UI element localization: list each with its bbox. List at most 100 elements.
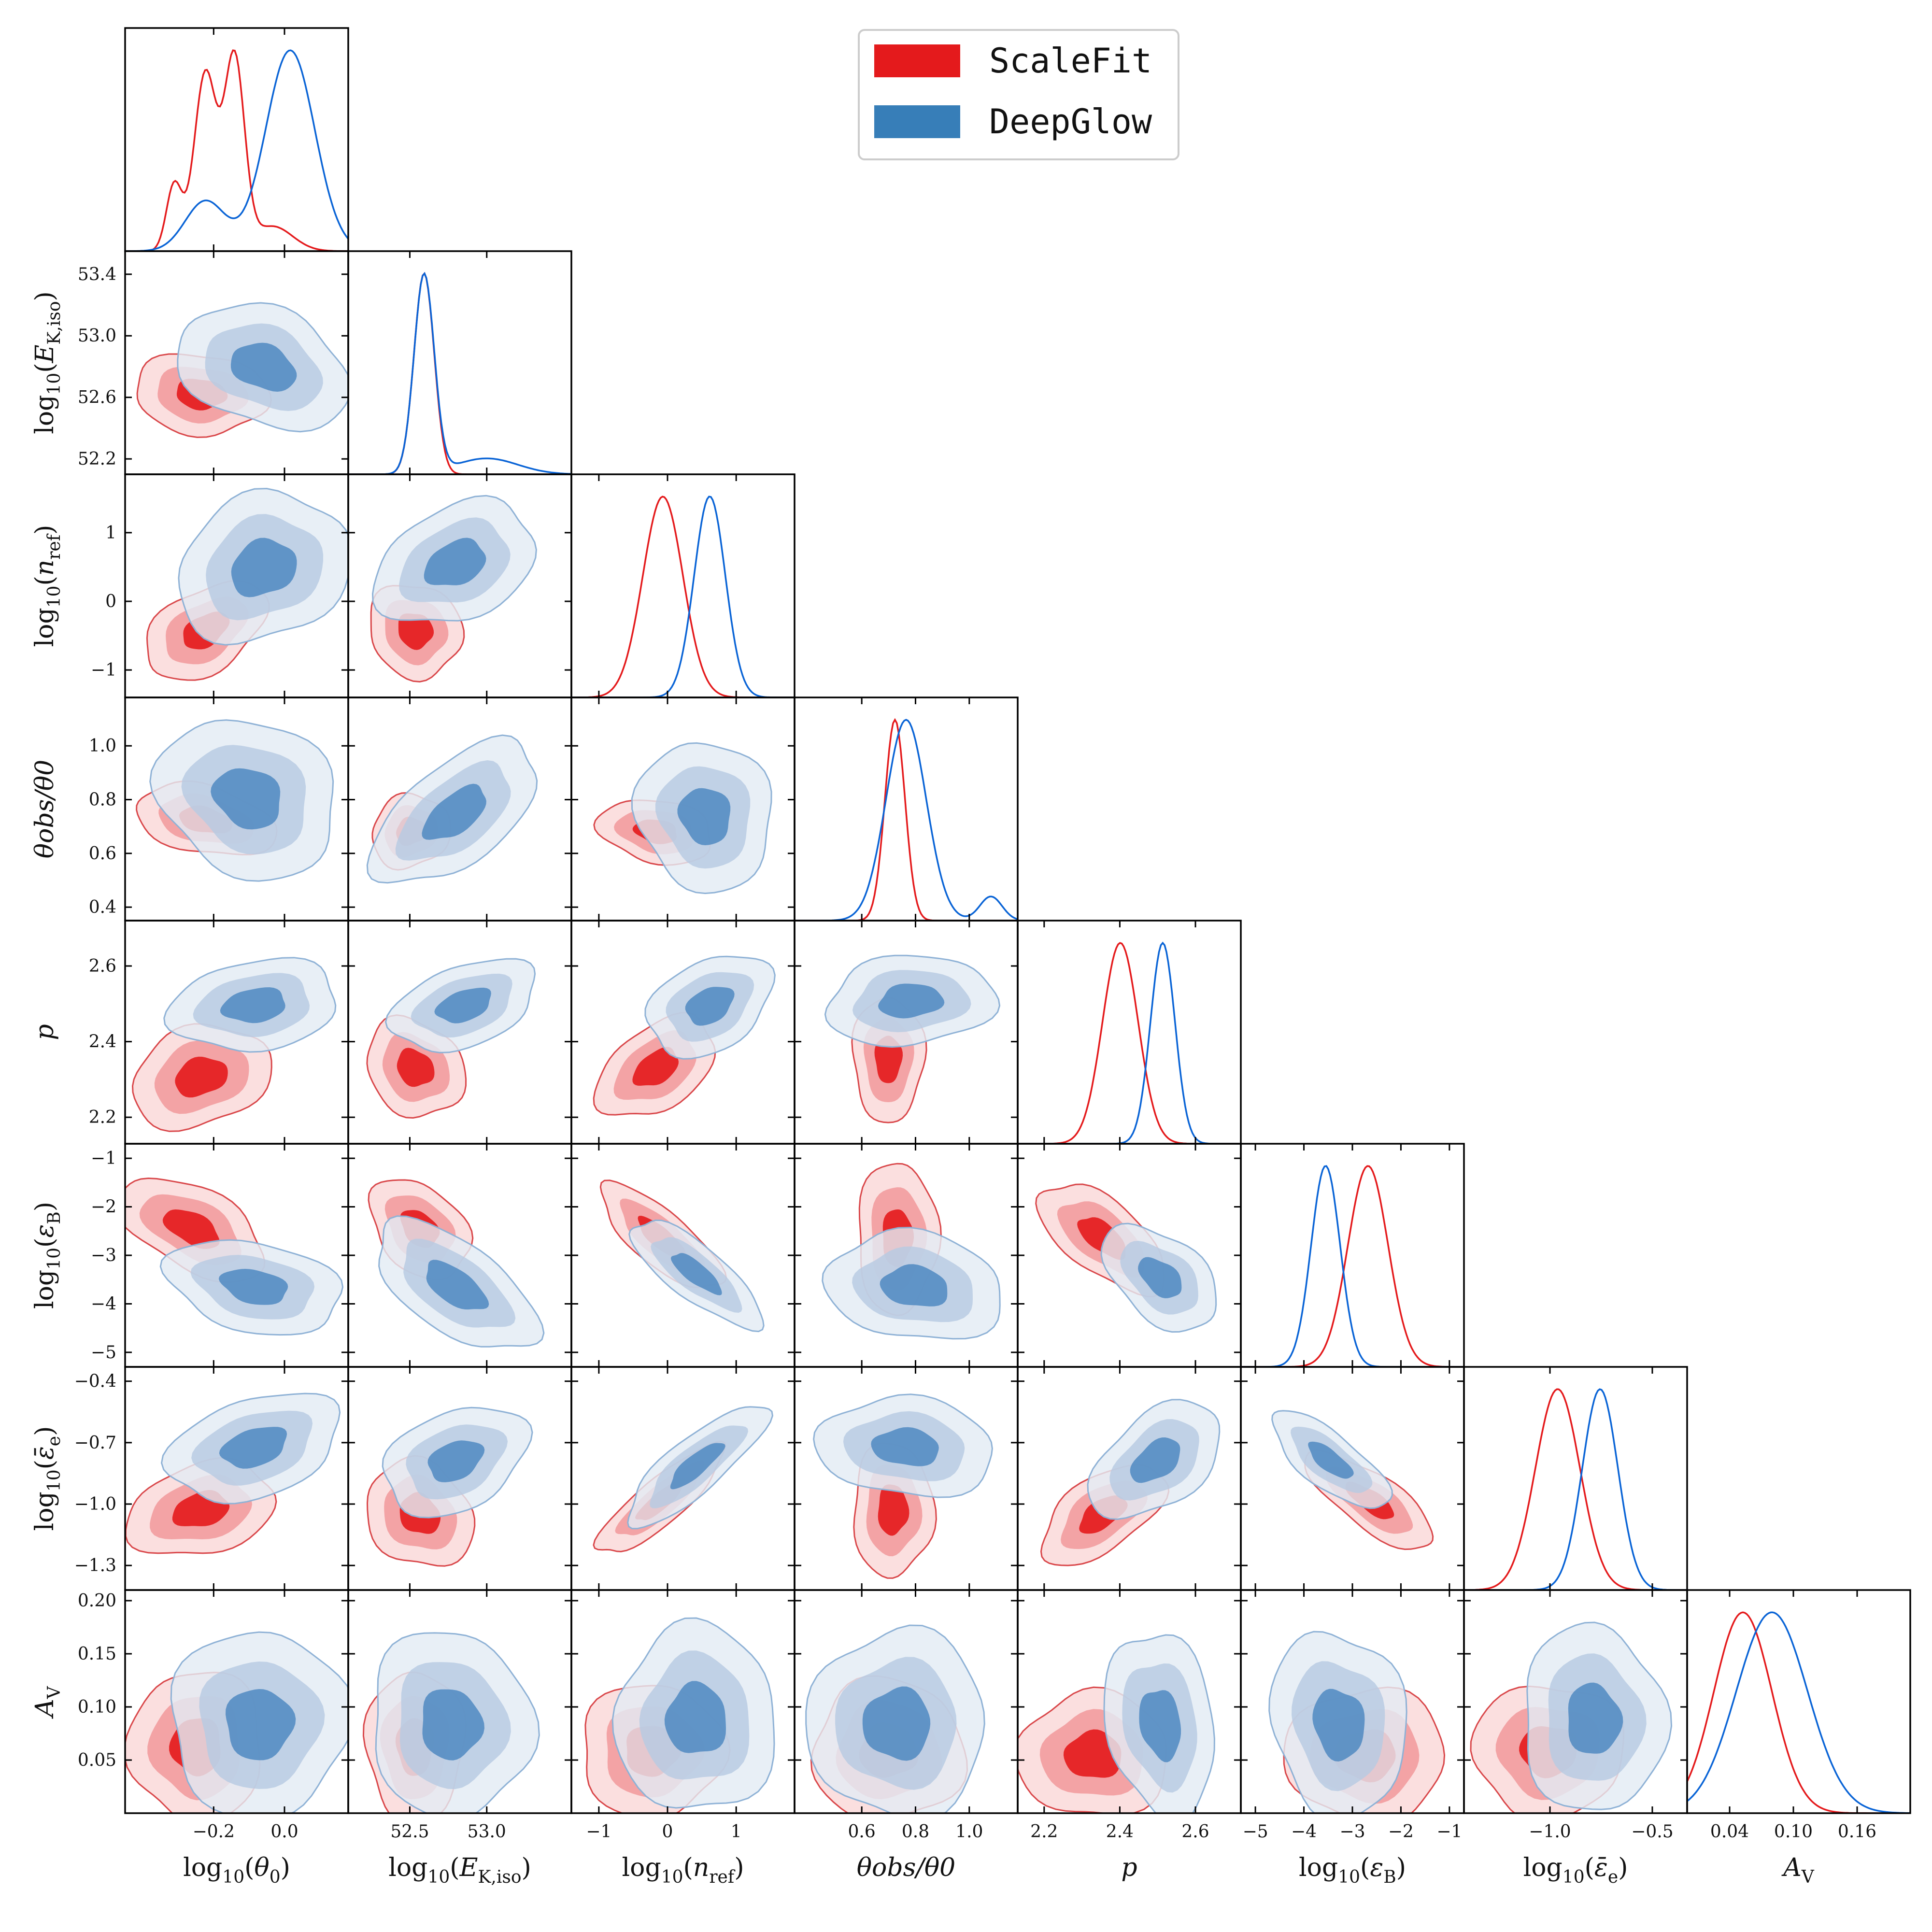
contour-scalefit-level3 <box>398 613 434 650</box>
y-tick-label: 53.4 <box>78 265 116 284</box>
axis-label-paren: ( <box>683 1853 693 1882</box>
axis-label-fn: log <box>622 1853 661 1882</box>
axis-label-base: 10 <box>1563 1867 1585 1887</box>
y-axis-label-A_V: AV <box>30 1686 64 1719</box>
contour-deepglow-level3 <box>677 788 731 845</box>
panel-content <box>125 1177 344 1336</box>
y-tick-label: 0 <box>105 592 116 611</box>
panel-content <box>136 302 348 438</box>
panel-content <box>593 742 772 895</box>
contour-deepglow-level3 <box>670 1253 722 1295</box>
axis-label-symbol: p <box>30 1024 59 1040</box>
x-tick-label: 1 <box>731 1822 742 1842</box>
panel-content <box>370 495 537 683</box>
x-tick-label: −0.2 <box>193 1822 235 1842</box>
x-tick-label: 0.8 <box>902 1822 929 1842</box>
contour-deepglow-level3 <box>424 538 486 585</box>
panel-content <box>366 734 538 884</box>
panel-7-2 <box>570 1589 796 1814</box>
y-axis-label-log10_n_ref: log10(nref) <box>30 525 64 647</box>
legend-label-deepglow: DeepGlow <box>989 102 1152 142</box>
axis-label-symbol: n <box>30 560 59 576</box>
panel-4-2 <box>570 920 796 1145</box>
legend-label-scalefit: ScaleFit <box>989 41 1152 81</box>
axis-label-base: 10 <box>44 1469 64 1492</box>
y-tick-label: 0.15 <box>78 1644 116 1664</box>
x-tick-label: 0.04 <box>1710 1822 1749 1842</box>
y-tick-label: 1.0 <box>89 736 116 756</box>
axis-label-base: 10 <box>44 1248 64 1270</box>
axis-label-fn: log <box>30 1270 59 1309</box>
contour-deepglow-level3 <box>226 1689 296 1761</box>
x-tick-label: 2.6 <box>1181 1822 1209 1842</box>
axis-label-symbol: n <box>693 1853 710 1882</box>
y-tick-label: 52.6 <box>78 388 116 408</box>
x-axis-label-log10_epsilon_B: log10(εB) <box>1299 1853 1406 1887</box>
contour-deepglow-level3 <box>422 783 486 840</box>
contour-deepglow-level3 <box>871 1427 939 1466</box>
contour-scalefit-level3 <box>874 1036 903 1083</box>
marginal-line-scalefit-2 <box>571 496 795 697</box>
panel-6-2 <box>570 1366 796 1591</box>
axis-label-close: ) <box>522 1853 531 1882</box>
axis-label-paren: ( <box>30 363 59 372</box>
axis-label-fn: log <box>30 395 59 434</box>
panel-5-1 <box>347 1143 572 1368</box>
y-tick-label: 1 <box>105 523 116 543</box>
contour-scalefit-level3 <box>632 1047 679 1086</box>
axis-label-close: ) <box>30 1426 59 1436</box>
y-axis-label-log10_epsilon_e_bar: log10(ε̄e) <box>30 1426 64 1531</box>
x-tick-label: 0.16 <box>1838 1822 1876 1842</box>
x-tick-label: −1.0 <box>1529 1822 1571 1842</box>
contour-deepglow-level3 <box>231 538 297 597</box>
y-tick-label: 2.6 <box>89 956 116 976</box>
panel-4-3 <box>794 920 1019 1145</box>
axis-label-symbol: θobs/θ0 <box>857 1853 956 1882</box>
x-tick-label: 1.0 <box>955 1822 983 1842</box>
panel-5-5 <box>1240 1143 1465 1368</box>
panel-content <box>131 957 337 1132</box>
y-tick-label: 53.0 <box>78 326 116 346</box>
axis-label-subscript: ref <box>709 1867 736 1887</box>
x-axis-label-p: p <box>1121 1853 1137 1882</box>
contour-deepglow-level3 <box>880 1264 948 1307</box>
contour-deepglow-level3 <box>218 1269 288 1305</box>
axis-label-subscript: K,iso <box>478 1867 522 1887</box>
axis-label-fn: log <box>1523 1853 1563 1882</box>
axis-label-close: ) <box>281 1853 290 1882</box>
marginal-line-deepglow-6 <box>1464 1388 1687 1590</box>
x-axis-label-log10_theta0: log10(θ0) <box>183 1853 290 1887</box>
y-tick-label: 2.4 <box>89 1032 116 1052</box>
axis-label-close: ) <box>30 525 59 535</box>
x-tick-label: −5 <box>1243 1822 1268 1842</box>
axis-label-subscript: B <box>44 1211 64 1224</box>
axis-label-fn: log <box>1299 1853 1338 1882</box>
x-axis-label-log10_epsilon_e_bar: log10(ε̄e) <box>1523 1853 1628 1887</box>
contour-scalefit-level3 <box>1063 1729 1122 1778</box>
marginal-line-deepglow-0 <box>125 49 348 251</box>
contour-scalefit-level3 <box>175 1056 228 1098</box>
axis-label-close: ) <box>30 291 59 301</box>
marginal-line-deepglow-5 <box>1241 1165 1464 1367</box>
contour-deepglow-level3 <box>211 768 281 830</box>
panel-7-4 <box>1017 1589 1242 1814</box>
panel-2-1 <box>347 473 572 698</box>
contour-deepglow-level3 <box>664 1681 726 1753</box>
x-axis-label-A_V: AV <box>1781 1853 1815 1887</box>
axis-label-subscript: V <box>44 1686 64 1699</box>
panel-content <box>805 1624 985 1813</box>
contour-deepglow-level3 <box>427 1440 485 1482</box>
x-tick-label: −3 <box>1339 1822 1365 1842</box>
x-tick-label: 0.0 <box>270 1822 298 1842</box>
axis-label-base: 10 <box>661 1867 683 1887</box>
panel-content <box>1268 1631 1446 1813</box>
y-tick-label: 0.8 <box>89 790 116 810</box>
contour-deepglow-level3 <box>670 1443 725 1490</box>
axis-label-symbol: θ <box>254 1853 269 1882</box>
panels-layer <box>124 27 1911 1814</box>
contour-scalefit-level3 <box>162 1209 220 1249</box>
labels-layer: 52.2 52.6 53.0 53.4 −1 0 1 0.4 0.6 0.8 1.0 2.2 2.4 2.… <box>30 265 1876 1887</box>
y-tick-label: 0.20 <box>78 1591 116 1611</box>
panel-7-1 <box>347 1589 572 1814</box>
